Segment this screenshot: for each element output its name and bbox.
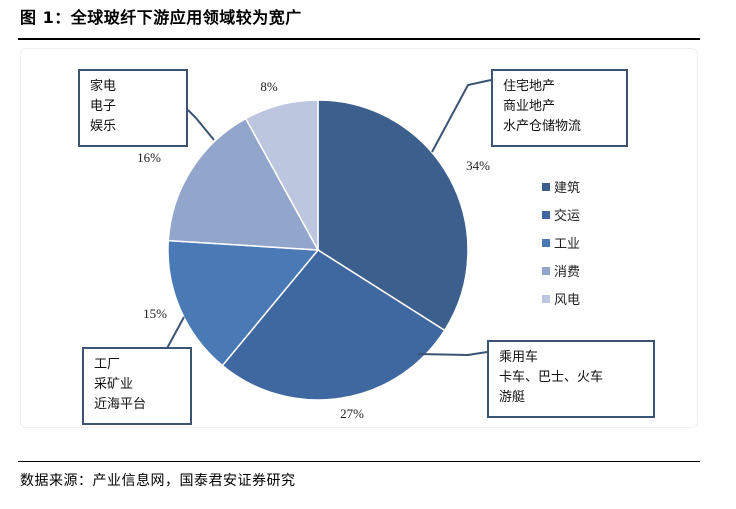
callout-connector-transport — [417, 351, 488, 357]
callout-line: 住宅地产 — [503, 79, 556, 94]
callout-line: 家电 — [90, 79, 117, 94]
legend-swatch-transport — [542, 211, 550, 219]
pie-slice-transport — [221, 249, 446, 401]
legend-label-industry: 工业 — [554, 237, 580, 252]
callout-line: 商业地产 — [503, 99, 556, 114]
pie-slice-construction — [317, 99, 469, 332]
pie-slice-industry — [167, 239, 320, 367]
legend-label-consumer: 消费 — [554, 265, 580, 280]
pie-slice-consumer — [167, 117, 320, 251]
callout-transport: 乘用车 卡车、巴士、火车 游艇 — [487, 340, 655, 418]
legend-item-industry: 工业 — [542, 237, 580, 252]
callout-line: 电子 — [90, 99, 117, 114]
title-rule — [18, 38, 700, 40]
callout-line: 水产仓储物流 — [503, 119, 582, 134]
legend-label-transport: 交运 — [554, 208, 580, 224]
source-rule — [18, 461, 700, 462]
legend-item-construction: 建筑 — [542, 180, 580, 196]
callout-construction: 住宅地产 商业地产 水产仓储物流 — [491, 69, 628, 147]
legend-swatch-construction — [542, 183, 550, 191]
source-note: 数据来源：产业信息网，国泰君安证券研究 — [20, 473, 296, 489]
slice-label-consumer: 16% — [137, 150, 161, 165]
figure-title: 图 1：全球玻纤下游应用领域较为宽广 — [20, 8, 302, 27]
callout-industry: 工厂 采矿业 近海平台 — [82, 347, 192, 425]
legend-label-construction: 建筑 — [554, 180, 580, 196]
slice-label-industry: 15% — [143, 306, 167, 321]
legend-item-consumer: 消费 — [542, 265, 580, 280]
slice-label-transport: 27% — [340, 406, 364, 421]
callout-line: 工厂 — [94, 357, 121, 372]
slice-label-construction: 34% — [466, 158, 490, 173]
slice-label-wind: 8% — [260, 79, 278, 94]
callout-line: 乘用车 — [499, 350, 539, 365]
legend-item-transport: 交运 — [542, 208, 580, 224]
legend-swatch-industry — [542, 239, 550, 247]
callout-line: 游艇 — [499, 390, 526, 405]
legend-label-wind: 风电 — [554, 293, 580, 308]
callout-connector-construction — [431, 79, 492, 153]
callout-line: 采矿业 — [94, 377, 134, 392]
legend-swatch-wind — [542, 295, 550, 303]
callout-consumer: 家电 电子 娱乐 — [78, 69, 188, 147]
callout-line: 娱乐 — [90, 119, 117, 134]
callout-line: 卡车、巴士、火车 — [499, 370, 604, 385]
legend-item-wind: 风电 — [542, 293, 580, 308]
callout-connector-consumer — [187, 109, 215, 141]
callout-line: 近海平台 — [94, 397, 147, 412]
legend-swatch-consumer — [542, 267, 550, 275]
pie-slice-wind — [244, 99, 319, 251]
